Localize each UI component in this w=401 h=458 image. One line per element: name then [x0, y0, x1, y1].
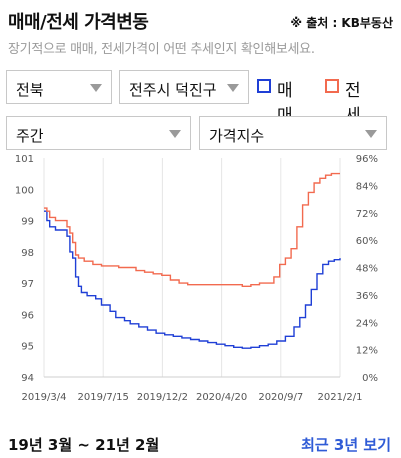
district-select-value: 전주시 덕진구	[129, 81, 217, 99]
y-right-tick-label: 96%	[356, 154, 378, 165]
legend-swatch-sale	[257, 79, 271, 93]
y-right-tick-label: 84%	[356, 181, 378, 192]
x-tick-label: 2020/9/7	[258, 392, 303, 403]
district-select[interactable]: 전주시 덕진구	[119, 70, 249, 104]
x-tick-label: 2021/2/1	[318, 392, 363, 403]
y-left-tick-label: 99	[21, 217, 34, 228]
x-tick-label: 2019/3/4	[22, 392, 67, 403]
y-left-tick-label: 94	[21, 373, 34, 384]
page-title: 매매/전세 가격변동	[8, 12, 149, 33]
region-select-value: 전북	[16, 81, 44, 99]
chevron-down-icon	[227, 84, 239, 92]
y-left-tick-label: 100	[15, 185, 34, 196]
y-right-tick-label: 60%	[356, 236, 378, 247]
y-left-tick-label: 96	[21, 310, 34, 321]
price-chart: 2019/3/4 2019/7/15 2019/12/2 2020/4/20 2020/…	[15, 154, 378, 403]
metric-select[interactable]: 가격지수	[199, 116, 387, 150]
y-left-tick-label: 95	[21, 342, 34, 353]
y-right-tick-label: 24%	[356, 318, 378, 329]
x-tick-label: 2019/12/2	[137, 392, 188, 403]
page-subtitle: 장기적으로 매매, 전세가격이 어떤 추세인지 확인해보세요.	[8, 42, 315, 57]
y-right-tick-label: 48%	[356, 264, 378, 275]
y-left-tick-label: 101	[15, 154, 34, 165]
y-right-tick-label: 0%	[362, 373, 378, 384]
y-left-tick-label: 97	[21, 279, 34, 290]
legend-swatch-jeonse	[325, 79, 339, 93]
period-select-value: 주간	[16, 127, 44, 145]
period-select[interactable]: 주간	[6, 116, 191, 150]
header: 매매/전세 가격변동 ※ 출처 : KB부동산	[8, 8, 393, 34]
y-right-tick-label: 12%	[356, 346, 378, 357]
chevron-down-icon	[90, 84, 102, 92]
y-right-tick-label: 36%	[356, 291, 378, 302]
chevron-down-icon	[365, 130, 377, 138]
region-select[interactable]: 전북	[6, 70, 112, 104]
y-right-tick-label: 72%	[356, 209, 378, 220]
series-line-jeonse	[44, 172, 340, 287]
date-range-label: 19년 3월 ~ 21년 2월	[8, 436, 160, 454]
chevron-down-icon	[169, 130, 181, 138]
metric-select-value: 가격지수	[209, 127, 265, 145]
series-line-sale	[44, 210, 341, 349]
y-left-tick-label: 98	[21, 248, 34, 259]
x-tick-label: 2019/7/15	[78, 392, 129, 403]
recent-3-years-link[interactable]: 최근 3년 보기	[301, 436, 391, 454]
source-note: ※ 출처 : KB부동산	[290, 16, 393, 30]
x-tick-label: 2020/4/20	[196, 392, 247, 403]
